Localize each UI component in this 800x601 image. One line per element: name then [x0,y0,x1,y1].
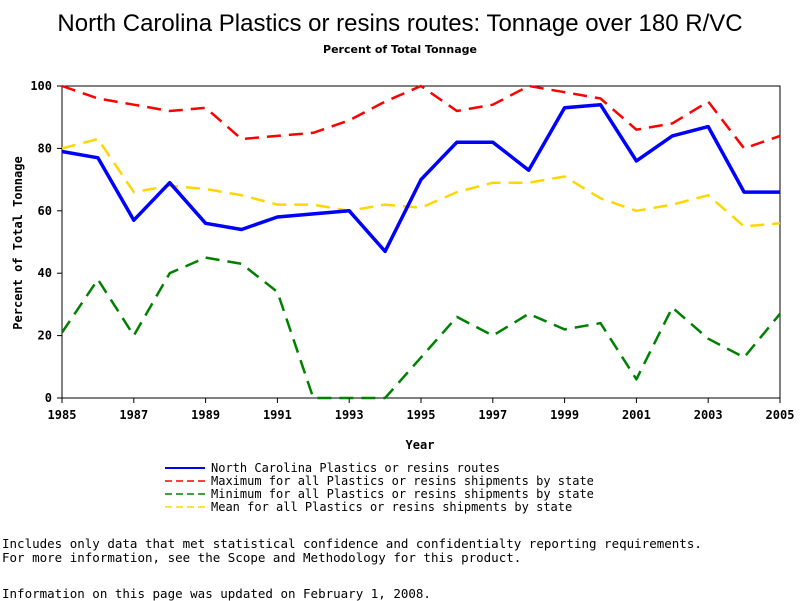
y-axis-label: Percent of Total Tonnage [11,156,25,329]
legend-label: Maximum for all Plastics or resins shipm… [211,474,594,488]
x-tick-label: 1985 [48,408,77,422]
legend-label: Minimum for all Plastics or resins shipm… [211,487,594,501]
x-tick-label: 1999 [550,408,579,422]
x-tick-label: 2003 [694,408,723,422]
series-line-2 [60,256,781,400]
legend-label: Mean for all Plastics or resins shipment… [211,500,572,514]
legend-label: North Carolina Plastics or resins routes [211,461,500,475]
plot-frame [61,85,781,399]
x-tick-label: 1995 [407,408,436,422]
x-tick-label: 1989 [191,408,220,422]
series-line-3 [61,137,781,228]
x-tick-label: 1987 [119,408,148,422]
note-updated: Information on this page was updated on … [2,586,431,601]
series-layer [60,84,781,400]
note-line-1: Includes only data that met statistical … [2,536,702,551]
x-axis-label: Year [406,438,435,452]
x-tick-label: 2005 [766,408,795,422]
series-line-1 [61,84,781,150]
y-tick-label: 20 [38,329,52,343]
y-tick-label: 80 [38,141,52,155]
x-tick-label: 1997 [478,408,507,422]
ticks-layer: 1985 1987 1989 1991 1993 1995 1997 1999 2001 2003… [30,79,794,422]
x-tick-label: 1991 [263,408,292,422]
legend: North Carolina Plastics or resins routes… [165,461,594,514]
x-tick-label: 1993 [335,408,364,422]
plot-area [61,85,781,399]
y-tick-label: 0 [45,391,52,405]
x-tick-label: 2001 [622,408,651,422]
y-tick-label: 40 [38,266,52,280]
note-line-2: For more information, see the Scope and … [2,550,522,565]
y-tick-label: 100 [30,79,52,93]
chart-subtitle: Percent of Total Tonnage [323,43,477,56]
y-tick-label: 60 [38,204,52,218]
chart-title: North Carolina Plastics or resins routes… [57,10,742,37]
series-line-0 [61,102,780,254]
